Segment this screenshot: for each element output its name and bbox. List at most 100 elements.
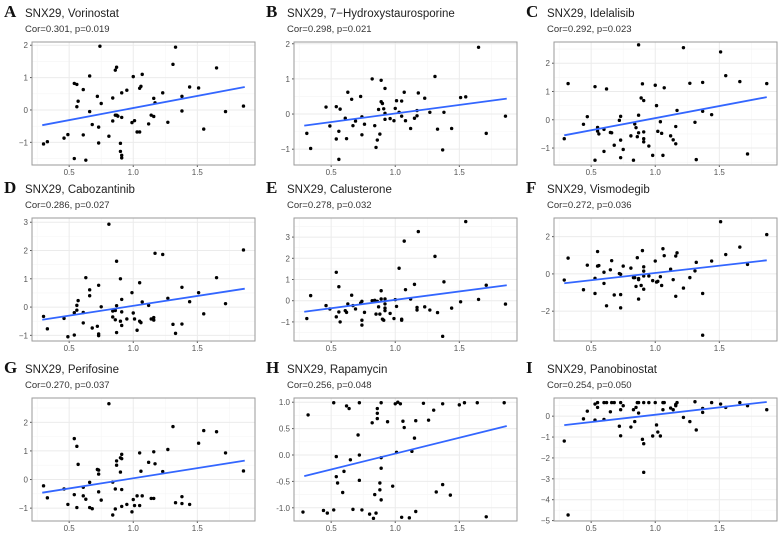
y-tick-label: −5 — [541, 517, 551, 526]
data-point — [131, 74, 135, 79]
data-point — [650, 278, 655, 283]
data-point — [448, 493, 453, 497]
data-point — [223, 109, 228, 114]
data-point — [636, 43, 641, 47]
data-point — [654, 103, 659, 108]
data-point — [633, 275, 637, 280]
data-point — [428, 110, 432, 114]
data-point — [98, 44, 102, 48]
data-point — [647, 274, 651, 278]
data-point — [84, 158, 88, 162]
plot-background — [32, 398, 255, 521]
data-point — [41, 314, 46, 319]
data-point — [75, 505, 79, 510]
panel-subtitle: Cor=0.292, p=0.023 — [547, 24, 632, 35]
data-point — [402, 425, 406, 430]
panel-letter: H — [266, 358, 280, 377]
data-point — [442, 110, 446, 114]
plot-border — [293, 41, 518, 166]
panel-title: SNX29, Vorinostat — [25, 8, 119, 20]
data-point — [120, 452, 124, 457]
data-point — [241, 248, 246, 252]
data-point — [390, 484, 395, 488]
data-point — [113, 487, 118, 491]
y-tick-label: −1 — [541, 433, 551, 442]
data-point — [140, 72, 144, 77]
data-point — [180, 322, 184, 326]
regression-line — [564, 96, 767, 137]
panel-subtitle: Cor=0.278, p=0.032 — [287, 200, 372, 211]
x-tick-label: 0.5 — [326, 344, 338, 353]
data-point — [171, 322, 175, 327]
y-tick-label: 3 — [286, 233, 291, 242]
data-point — [152, 496, 156, 501]
x-tick-label: 1.0 — [390, 168, 402, 177]
data-point — [634, 284, 638, 289]
data-point — [642, 400, 646, 405]
data-point — [650, 153, 655, 158]
data-point — [87, 505, 92, 510]
data-point — [388, 311, 392, 316]
data-point — [131, 311, 135, 315]
data-point — [693, 120, 697, 125]
data-point — [433, 74, 437, 79]
data-point — [111, 96, 115, 100]
data-point — [360, 133, 364, 137]
data-point — [96, 283, 101, 287]
y-tick-label: 1 — [286, 276, 291, 285]
data-point — [41, 142, 46, 146]
data-point — [475, 401, 479, 405]
data-point — [120, 323, 124, 328]
data-point — [114, 330, 119, 335]
data-point — [634, 125, 638, 130]
data-point — [765, 232, 769, 237]
data-point — [431, 408, 436, 412]
scatter-panel-g: 0.5 1.0 1.5 −1 0 1 2 G SNX29, Perifosine Cor=0.27… — [0, 358, 260, 538]
data-point — [639, 283, 643, 288]
data-point — [202, 127, 206, 131]
data-point — [476, 45, 481, 49]
data-point — [99, 498, 103, 502]
data-point — [344, 404, 349, 408]
data-point — [344, 136, 349, 141]
data-point — [356, 433, 360, 437]
data-point — [428, 308, 432, 312]
data-point — [635, 135, 640, 139]
data-point — [412, 436, 417, 440]
data-point — [656, 430, 660, 434]
data-point — [171, 424, 175, 429]
panel-letter: I — [526, 358, 533, 377]
data-point — [700, 109, 705, 113]
scatter-plot: 0.5 1.0 1.5 −1 0 1 2 — [541, 41, 778, 177]
plot-border — [31, 397, 256, 522]
x-tick-label: 1.0 — [650, 344, 662, 353]
data-point — [81, 321, 85, 325]
data-point — [383, 117, 387, 122]
data-point — [131, 497, 135, 502]
y-tick-label: 0 — [286, 110, 291, 119]
panel-title: SNX29, Perifosine — [25, 364, 119, 376]
data-point — [618, 434, 623, 438]
data-point — [662, 86, 666, 90]
data-point — [72, 436, 76, 441]
data-point — [642, 442, 646, 446]
data-point — [146, 460, 151, 465]
data-point — [328, 124, 332, 128]
data-point — [671, 277, 675, 282]
data-point — [334, 474, 338, 479]
y-tick-label: 1 — [286, 75, 291, 84]
data-point — [214, 66, 219, 70]
data-point — [671, 407, 675, 412]
data-point — [671, 138, 675, 142]
data-point — [383, 86, 387, 91]
data-point — [153, 251, 157, 256]
data-point — [745, 262, 750, 267]
data-point — [621, 264, 625, 268]
data-point — [353, 119, 358, 123]
data-point — [629, 134, 633, 138]
data-point — [604, 87, 609, 91]
data-point — [674, 254, 678, 258]
panel-title: SNX29, Idelalisib — [547, 8, 635, 20]
plot-border — [553, 217, 778, 342]
data-point — [202, 428, 206, 433]
